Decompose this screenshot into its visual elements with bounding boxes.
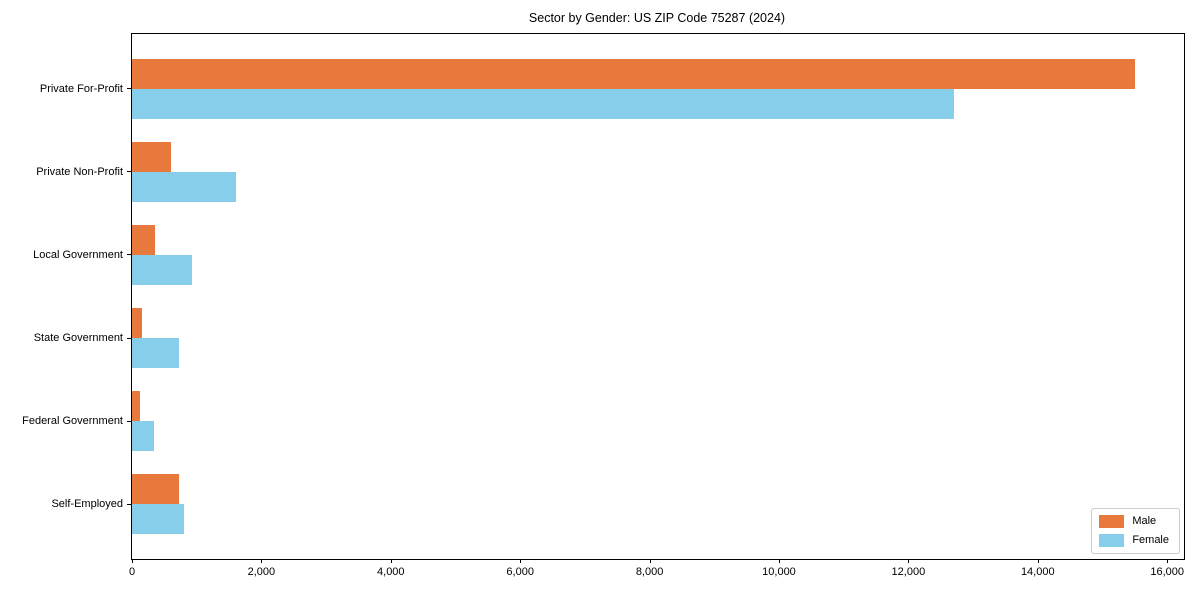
legend-item-male: Male bbox=[1099, 515, 1169, 528]
bar-male-0 bbox=[132, 58, 1135, 89]
y-axis-tick bbox=[127, 420, 131, 422]
legend-swatch-male bbox=[1099, 515, 1125, 528]
y-axis-tick bbox=[127, 88, 131, 90]
legend-item-female: Female bbox=[1099, 534, 1169, 547]
x-axis-tick-label: 8,000 bbox=[635, 566, 664, 578]
bar-male-5 bbox=[132, 474, 180, 505]
x-axis-tick bbox=[1037, 559, 1039, 563]
bar-male-2 bbox=[132, 224, 156, 255]
bar-male-3 bbox=[132, 308, 142, 339]
y-axis-category-label: Local Government bbox=[33, 248, 123, 261]
x-axis-tick-label: 10,000 bbox=[762, 566, 796, 578]
x-axis-tick-label: 6,000 bbox=[506, 566, 534, 578]
x-axis-tick-label: 16,000 bbox=[1150, 566, 1184, 578]
x-axis-tick bbox=[908, 559, 910, 563]
legend-swatch-female bbox=[1099, 534, 1125, 547]
x-axis-tick-label: 2,000 bbox=[247, 566, 276, 578]
y-axis-tick bbox=[127, 171, 131, 173]
x-axis-tick-label: 12,000 bbox=[891, 566, 926, 578]
x-axis-tick-label: 0 bbox=[128, 566, 136, 578]
x-axis-tick bbox=[778, 559, 780, 563]
bar-male-4 bbox=[132, 391, 140, 422]
y-axis-category-label: State Government bbox=[33, 332, 123, 345]
x-axis-tick bbox=[520, 559, 522, 563]
legend-label: Female bbox=[1132, 534, 1169, 546]
bar-female-0 bbox=[132, 88, 954, 119]
plot-area: 0 2,000 4,000 6,000 8,000 10,000 12,000 14,000 1… bbox=[22, 33, 1185, 578]
bar-female-5 bbox=[132, 504, 184, 535]
x-axis-tick bbox=[1167, 559, 1169, 563]
bar-female-3 bbox=[132, 338, 180, 369]
x-axis-tick bbox=[261, 559, 263, 563]
x-axis-tick bbox=[649, 559, 651, 563]
bar-female-4 bbox=[132, 421, 155, 452]
y-axis-category-label: Federal Government bbox=[22, 415, 123, 428]
x-axis-tick-label: 4,000 bbox=[377, 566, 405, 578]
bar-female-1 bbox=[132, 171, 236, 202]
y-axis-category-label: Private Non-Profit bbox=[36, 165, 123, 178]
legend-label: Male bbox=[1132, 515, 1157, 527]
bar-female-2 bbox=[132, 254, 192, 285]
chart-title: Sector by Gender: US ZIP Code 75287 (202… bbox=[528, 11, 786, 25]
x-axis-tick bbox=[132, 559, 133, 563]
y-axis-category-label: Self-Employed bbox=[51, 498, 123, 511]
y-axis-category-label: Private For-Profit bbox=[39, 82, 123, 95]
y-axis-tick bbox=[127, 337, 131, 339]
legend: Male Female bbox=[1091, 508, 1180, 554]
y-axis-tick bbox=[127, 503, 131, 505]
bar-male-1 bbox=[132, 141, 171, 172]
y-axis-tick bbox=[127, 254, 131, 256]
x-axis-tick bbox=[390, 559, 392, 563]
x-axis-tick-label: 14,000 bbox=[1020, 566, 1055, 578]
